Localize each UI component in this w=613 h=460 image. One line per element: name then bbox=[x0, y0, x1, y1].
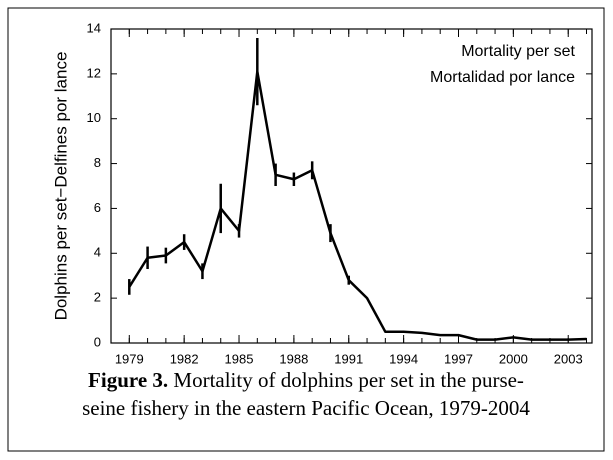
x-tick-label: 1991 bbox=[334, 351, 363, 366]
y-tick-label: 12 bbox=[87, 65, 101, 80]
y-tick-label: 14 bbox=[87, 20, 101, 35]
y-tick-label: 10 bbox=[87, 110, 101, 125]
y-tick-label: 8 bbox=[94, 155, 101, 170]
caption-line: seine fishery in the eastern Pacific Oce… bbox=[82, 396, 530, 420]
plot-frame bbox=[110, 28, 593, 344]
x-tick-label: 1997 bbox=[444, 351, 473, 366]
x-tick-label: 1988 bbox=[279, 351, 308, 366]
caption-line: Mortality of dolphins per set in the pur… bbox=[173, 368, 524, 392]
annotation: Mortalidad por lance bbox=[430, 69, 575, 86]
x-tick-label: 2000 bbox=[499, 351, 528, 366]
y-axis-label: Dolphins per set−Delfines por lance bbox=[51, 52, 70, 321]
line bbox=[128, 70, 587, 341]
annotation: Mortality per set bbox=[461, 43, 575, 60]
y-tick-label: 4 bbox=[94, 245, 101, 260]
x-tick-label: 1985 bbox=[225, 351, 254, 366]
y-tick-label: 2 bbox=[94, 290, 101, 305]
x-tick-label: 2003 bbox=[554, 351, 583, 366]
caption-label: Figure 3. bbox=[88, 368, 168, 392]
x-tick-label: 1979 bbox=[115, 351, 144, 366]
x-tick-label: 1982 bbox=[170, 351, 199, 366]
y-tick-label: 6 bbox=[94, 200, 101, 215]
caption: Figure 3. Mortality of dolphins per set … bbox=[88, 368, 524, 392]
x-tick-label: 1994 bbox=[389, 351, 418, 366]
y-tick-label: 0 bbox=[94, 334, 101, 349]
frame bbox=[7, 7, 605, 452]
